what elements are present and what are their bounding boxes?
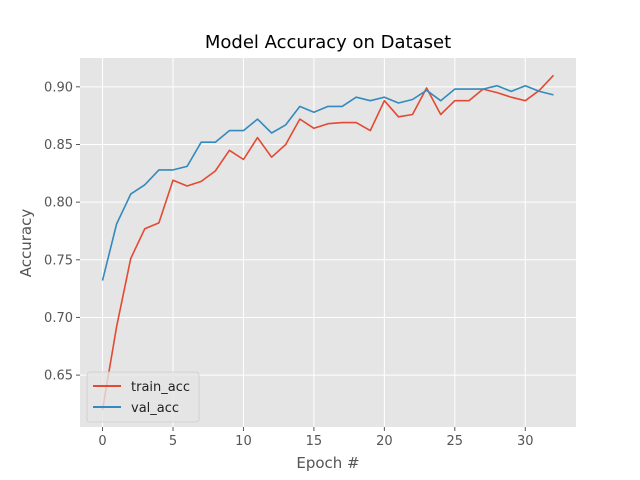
legend-label-train: train_acc [131,380,190,395]
y-tick-label: 0.90 [44,80,73,95]
x-tick-label: 15 [306,434,323,449]
x-axis-label: Epoch # [296,454,359,472]
x-tick-label: 30 [517,434,534,449]
x-tick-label: 10 [235,434,252,449]
x-tick-label: 0 [98,434,106,449]
series [101,74,555,410]
y-tick-label: 0.75 [44,253,73,268]
legend: train_acc val_acc [86,371,200,423]
series-line-train_acc [101,74,555,410]
tick-labels: 0 5 10 15 20 25 30 0.65 0.70 0.75 0.80 0.85 0.90 [44,80,533,449]
legend-box [86,371,200,423]
plot-area [80,58,576,427]
x-tick-label: 5 [169,434,177,449]
x-tick-label: 20 [376,434,393,449]
y-tick-label: 0.65 [44,369,73,384]
series-line-val_acc [101,84,554,281]
x-tick-label: 25 [447,434,464,449]
y-tick-label: 0.85 [44,138,73,153]
y-axis-label: Accuracy [17,209,35,278]
chart-title: Model Accuracy on Dataset [205,32,451,53]
y-tick-label: 0.70 [44,311,73,326]
legend-label-val: val_acc [131,401,179,416]
y-tick-label: 0.80 [44,196,73,211]
